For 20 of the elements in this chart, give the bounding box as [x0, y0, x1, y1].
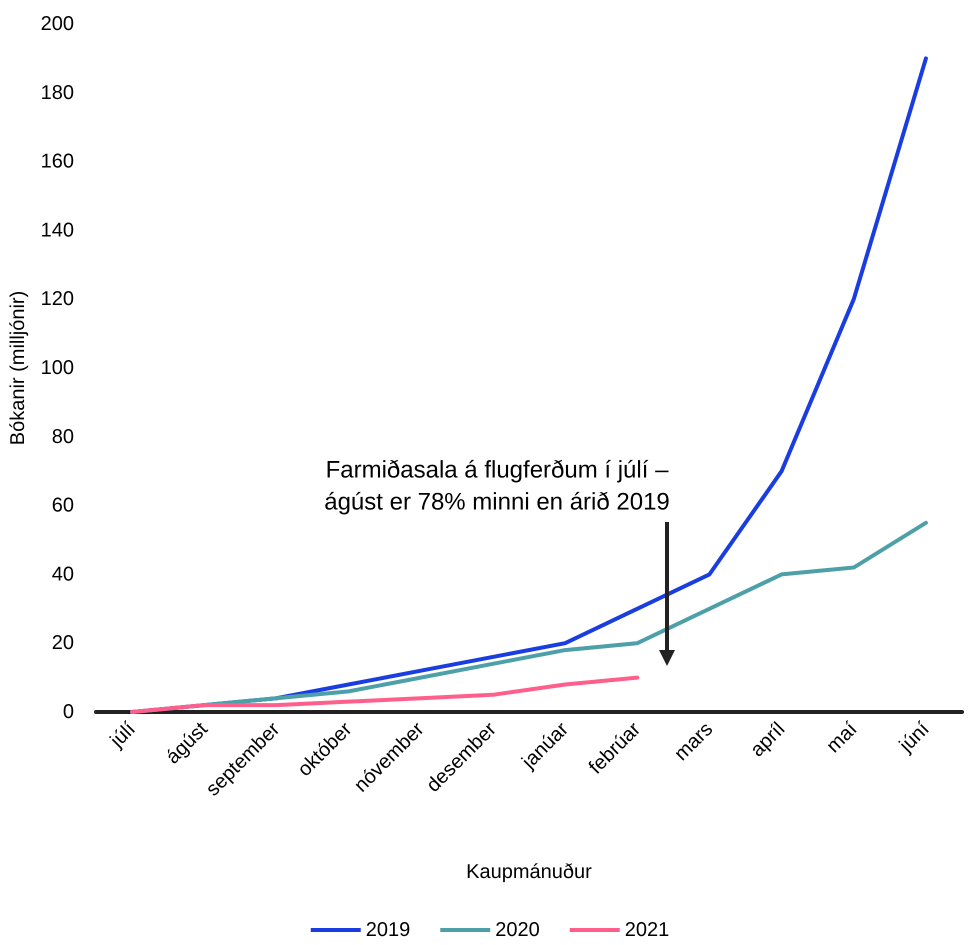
- x-tick-label: maí: [822, 718, 862, 758]
- y-tick-label: 160: [40, 150, 74, 173]
- y-tick-label: 20: [52, 632, 74, 654]
- annotation: Farmiðasala á flugferðum í júlí – ágúst er 78% minni en árið 2019: [324, 456, 670, 516]
- y-tick-label: 40: [52, 563, 74, 586]
- legend-label: 2021: [624, 919, 670, 941]
- y-tick-label: 100: [40, 357, 74, 379]
- y-tick-label: 140: [40, 219, 74, 242]
- y-axis-title: Bókanir (milljónir): [7, 290, 29, 446]
- legend-label: 2020: [495, 919, 540, 941]
- y-tick-label: 200: [40, 13, 74, 35]
- y-tick-label: 60: [52, 494, 74, 517]
- line-series: [130, 676, 640, 714]
- legend-label: 2019: [366, 919, 410, 941]
- x-axis-title: Kaupmánuður: [466, 861, 592, 883]
- x-tick-label: júlí: [106, 718, 140, 753]
- y-tick-label: 120: [40, 288, 74, 310]
- y-tick-label: 180: [40, 82, 74, 104]
- y-tick-label: 80: [52, 426, 74, 448]
- y-tick-label: 0: [62, 701, 74, 723]
